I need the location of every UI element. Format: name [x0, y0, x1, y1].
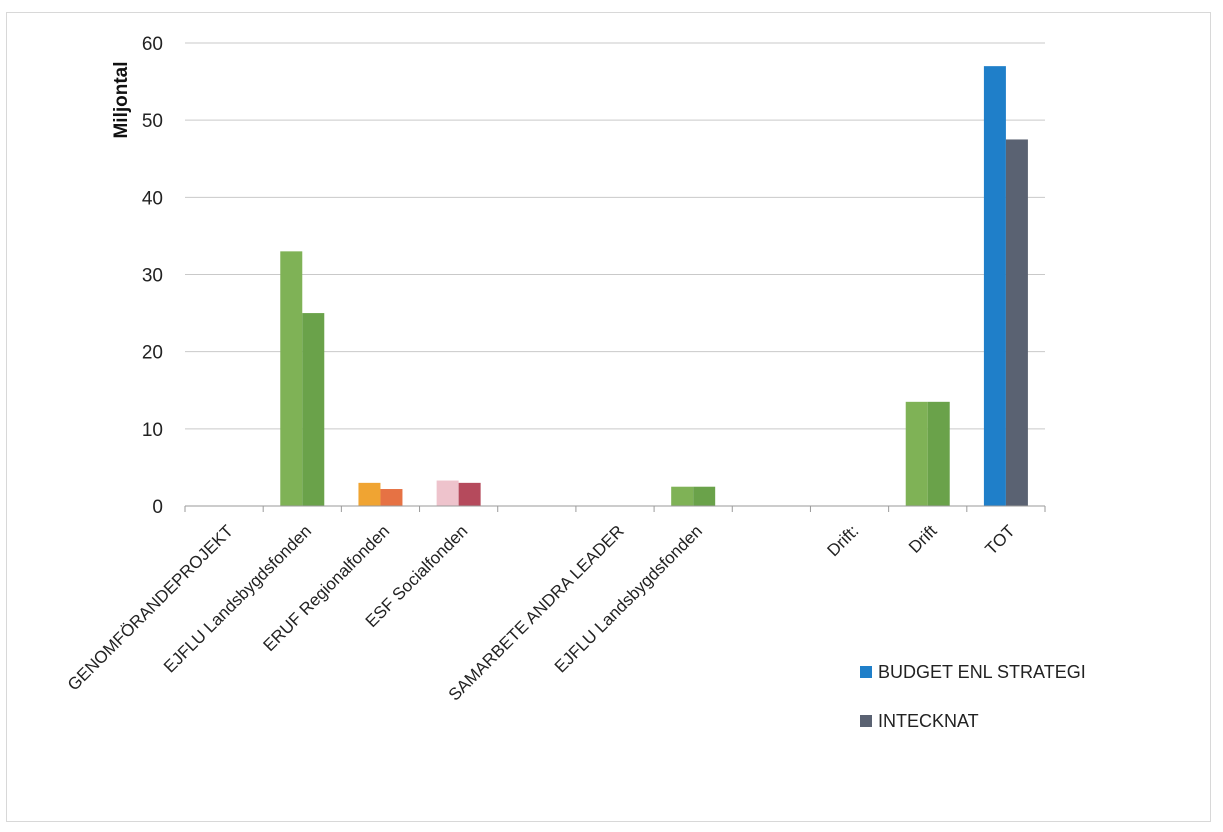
bar-budget-3: [436, 480, 459, 506]
legend-swatch-intecknat: [860, 715, 872, 727]
bar-budget-1: [280, 251, 303, 506]
bars: [280, 66, 1028, 507]
axes: [184, 505, 1046, 512]
bar-intecknat-2: [380, 489, 403, 506]
x-category-label: ERUF Regionalfonden: [260, 521, 394, 655]
legend-label-budget: BUDGET ENL STRATEGI: [878, 662, 1086, 682]
legend-swatch-budget: [860, 666, 872, 678]
x-category-label: Drift: [905, 521, 941, 557]
y-tick-label: 10: [142, 420, 163, 441]
x-category-label: EJFLU Landsbygdsfonden: [160, 521, 315, 676]
gridlines: [185, 42, 1045, 430]
y-tick-label: 0: [152, 497, 163, 518]
x-category-label: Drift:: [824, 521, 863, 560]
y-tick-label: 30: [142, 266, 163, 287]
y-tick-label: 40: [142, 188, 163, 209]
bar-intecknat-10: [1005, 139, 1028, 507]
y-tick-label: 60: [142, 34, 163, 55]
bar-budget-2: [358, 482, 381, 506]
x-category-label: GENOMFÖRANDEPROJEKT: [64, 521, 237, 694]
y-tick-label: 20: [142, 343, 163, 364]
bar-intecknat-9: [927, 401, 950, 506]
legend-label-intecknat: INTECKNAT: [878, 711, 979, 731]
chart-frame: [6, 12, 1211, 822]
bar-budget-9: [905, 401, 928, 506]
bar-budget-6: [671, 486, 694, 506]
bar-intecknat-3: [458, 482, 481, 506]
x-category-label: TOT: [981, 521, 1018, 558]
bar-intecknat-6: [693, 486, 716, 506]
bar-budget-10: [983, 66, 1006, 507]
y-axis-title: Miljontal: [111, 61, 132, 138]
x-category-label: EJFLU Landsbygdsfonden: [551, 521, 706, 676]
y-tick-labels: 0 10 20 30 40 50 60: [142, 34, 163, 518]
bar-intecknat-1: [302, 313, 325, 506]
y-tick-label: 50: [142, 111, 163, 132]
legend: BUDGET ENL STRATEGI INTECKNAT: [860, 662, 1086, 731]
